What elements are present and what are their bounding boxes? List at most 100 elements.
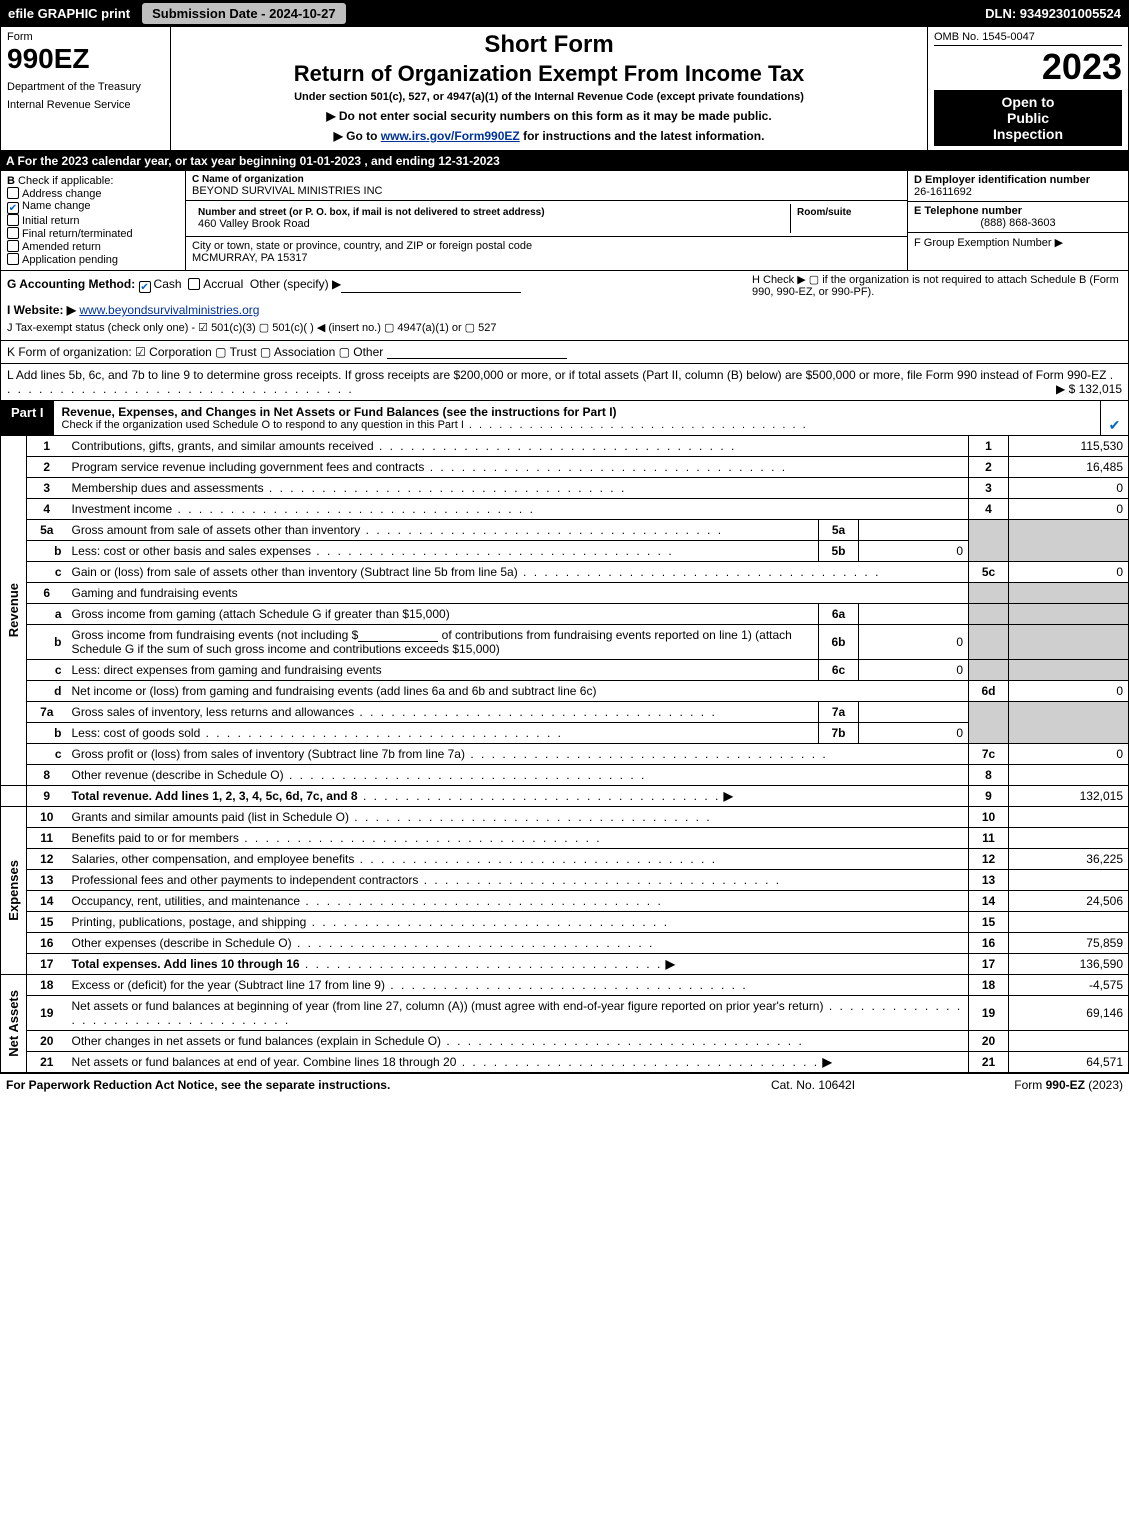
website-link[interactable]: www.beyondsurvivalministries.org [79, 303, 259, 317]
val-6a[interactable] [859, 604, 969, 625]
amt-14: 24,506 [1009, 891, 1129, 912]
ln-7b: b [27, 723, 67, 744]
g-other-input[interactable] [341, 279, 521, 293]
ln-2: 2 [27, 457, 67, 478]
arrow-icon: ▶ [666, 957, 675, 971]
k-other-input[interactable] [387, 345, 567, 359]
desc-6: Gaming and fundraising events [67, 583, 969, 604]
checkbox-final-return[interactable] [7, 227, 19, 239]
6b-amount-input[interactable] [358, 628, 438, 642]
short-form-title: Short Form [177, 31, 921, 59]
val-5a[interactable] [859, 520, 969, 541]
amt-5c: 0 [1009, 562, 1129, 583]
checkbox-cash[interactable]: ✔ [139, 281, 151, 293]
part-i-sub: Check if the organization used Schedule … [62, 419, 464, 431]
shade-cell [969, 583, 1009, 604]
desc-10: Grants and similar amounts paid (list in… [72, 810, 349, 824]
ln-14: 14 [27, 891, 67, 912]
table-row: d Net income or (loss) from gaming and f… [1, 681, 1129, 702]
dots-icon [374, 439, 737, 453]
num-4: 4 [969, 499, 1009, 520]
desc-6a: Gross income from gaming (attach Schedul… [67, 604, 819, 625]
desc-3: Membership dues and assessments [72, 481, 264, 495]
desc-6c: Less: direct expenses from gaming and fu… [72, 663, 382, 677]
shade-cell [1009, 702, 1129, 744]
omb-number: OMB No. 1545-0047 [934, 31, 1122, 46]
num-12: 12 [969, 849, 1009, 870]
desc-4: Investment income [72, 502, 173, 516]
dots-icon [358, 789, 721, 803]
shade-cell [969, 520, 1009, 562]
opt-amended: Amended return [22, 241, 101, 253]
amt-4: 0 [1009, 499, 1129, 520]
num-1: 1 [969, 436, 1009, 457]
ln-6d: d [27, 681, 67, 702]
checkbox-application-pending[interactable] [7, 253, 19, 265]
arrow-icon: ▶ [822, 1055, 831, 1069]
ln-1: 1 [27, 436, 67, 457]
table-row: 4 Investment income 4 0 [1, 499, 1129, 520]
table-row: 8 Other revenue (describe in Schedule O)… [1, 765, 1129, 786]
column-b: B Check if applicable: Address change ✔N… [1, 171, 186, 270]
dots-icon [441, 1034, 804, 1048]
table-row: c Gross profit or (loss) from sales of i… [1, 744, 1129, 765]
dots-icon [360, 523, 723, 537]
footer-left: For Paperwork Reduction Act Notice, see … [6, 1078, 703, 1092]
goto-link[interactable]: www.irs.gov/Form990EZ [381, 129, 520, 143]
footer-right: Form 990-EZ (2023) [923, 1078, 1123, 1092]
form-header: Form 990EZ Department of the Treasury In… [0, 26, 1129, 151]
val-7b[interactable]: 0 [859, 723, 969, 744]
amt-17: 136,590 [1009, 954, 1129, 975]
open-public-box: Open to Public Inspection [934, 90, 1122, 146]
table-row: c Gain or (loss) from sale of assets oth… [1, 562, 1129, 583]
dots-icon [300, 894, 663, 908]
checkbox-amended-return[interactable] [7, 240, 19, 252]
desc-16: Other expenses (describe in Schedule O) [72, 936, 292, 950]
opt-final: Final return/terminated [22, 228, 133, 240]
checkbox-name-change[interactable]: ✔ [7, 202, 19, 214]
checkbox-accrual[interactable] [188, 278, 200, 290]
part-i-schedule-o-check[interactable]: ✔ [1100, 401, 1128, 435]
shade-cell [969, 604, 1009, 625]
k-text: K Form of organization: ☑ Corporation ▢ … [7, 345, 383, 359]
val-6c[interactable]: 0 [859, 660, 969, 681]
val-5b[interactable]: 0 [859, 541, 969, 562]
desc-7a: Gross sales of inventory, less returns a… [72, 705, 355, 719]
dots-icon [518, 565, 881, 579]
form-word: Form [7, 31, 164, 43]
dots-icon [311, 544, 674, 558]
table-row: b Gross income from fundraising events (… [1, 625, 1129, 660]
desc-14: Occupancy, rent, utilities, and maintena… [72, 894, 301, 908]
desc-18: Excess or (deficit) for the year (Subtra… [72, 978, 385, 992]
desc-20: Other changes in net assets or fund bala… [72, 1034, 442, 1048]
val-6b[interactable]: 0 [859, 625, 969, 660]
dots-icon [306, 915, 669, 929]
efile-label: efile GRAPHIC print [0, 6, 138, 21]
val-7a[interactable] [859, 702, 969, 723]
table-row: c Less: direct expenses from gaming and … [1, 660, 1129, 681]
ln-5a: 5a [27, 520, 67, 541]
dots-icon [300, 957, 663, 971]
desc-5c: Gain or (loss) from sale of assets other… [72, 565, 518, 579]
row-j: J Tax-exempt status (check only one) - ☑… [7, 321, 1122, 334]
amt-21: 64,571 [1009, 1052, 1129, 1073]
checkbox-address-change[interactable] [7, 187, 19, 199]
table-row: 11 Benefits paid to or for members 11 [1, 828, 1129, 849]
desc-5a: Gross amount from sale of assets other t… [72, 523, 361, 537]
amt-6d: 0 [1009, 681, 1129, 702]
ln-20: 20 [27, 1031, 67, 1052]
dots-icon [385, 978, 748, 992]
g-cash: Cash [154, 277, 182, 291]
amt-8 [1009, 765, 1129, 786]
checkbox-initial-return[interactable] [7, 214, 19, 226]
column-c: C Name of organization BEYOND SURVIVAL M… [186, 171, 908, 270]
footer-form-pre: Form [1014, 1078, 1045, 1092]
amt-16: 75,859 [1009, 933, 1129, 954]
table-row: a Gross income from gaming (attach Sched… [1, 604, 1129, 625]
column-d-e-f: D Employer identification number 26-1611… [908, 171, 1128, 270]
amt-9: 132,015 [1009, 786, 1129, 807]
ln-3: 3 [27, 478, 67, 499]
ln-11: 11 [27, 828, 67, 849]
amt-19: 69,146 [1009, 996, 1129, 1031]
table-row: 19 Net assets or fund balances at beginn… [1, 996, 1129, 1031]
